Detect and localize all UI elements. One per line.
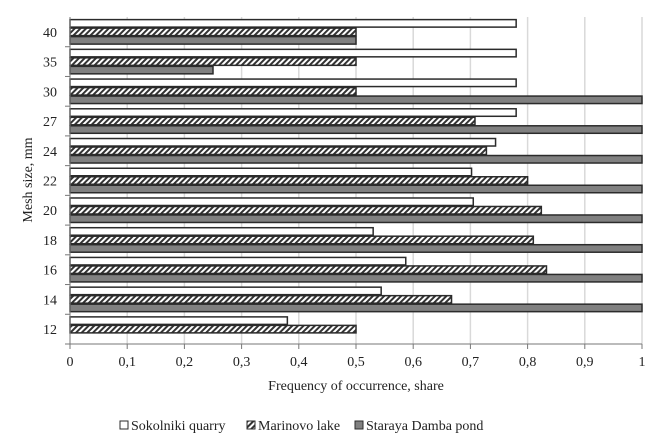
legend-label: Sokolniki quarry: [131, 419, 226, 434]
bar-sokolniki-quarry: [69, 256, 407, 266]
y-tick-label: 35: [43, 56, 57, 71]
bar-sokolniki-quarry: [69, 48, 517, 58]
y-tick-label: 20: [43, 204, 57, 219]
bar-marinovo-lake: [69, 27, 357, 37]
y-tick-label: 40: [43, 26, 57, 41]
legend: Sokolniki quarry Marinovo lake Staraya Dam…: [119, 419, 483, 434]
bar-sokolniki-quarry: [69, 197, 475, 207]
bar-marinovo-lake: [69, 57, 357, 67]
y-tick-label: 14: [43, 293, 57, 308]
bar-marinovo-lake: [69, 116, 476, 126]
x-tick-label: 0,7: [462, 355, 480, 370]
bar-marinovo-lake: [69, 235, 535, 245]
legend-swatch: [354, 420, 364, 430]
bar-staraya-damba-pond: [69, 65, 214, 75]
bar-staraya-damba-pond: [69, 303, 643, 313]
legend-swatch: [119, 420, 129, 430]
bar-sokolniki-quarry: [69, 167, 473, 177]
bar-marinovo-lake: [69, 176, 529, 185]
bar-marinovo-lake: [69, 294, 453, 304]
bar-sokolniki-quarry: [69, 78, 517, 88]
x-tick-label: 0,9: [576, 355, 594, 370]
bar-sokolniki-quarry: [69, 18, 517, 28]
bar-marinovo-lake: [69, 205, 543, 215]
x-tick-label: 0,4: [290, 355, 308, 370]
bar-marinovo-lake: [69, 324, 357, 334]
x-tick-label: 1: [639, 355, 646, 370]
y-tick-label: 12: [43, 323, 57, 338]
bar-marinovo-lake: [69, 265, 548, 275]
y-tick-label: 24: [43, 145, 57, 160]
y-tick-label: 30: [43, 85, 57, 100]
legend-label: Staraya Damba pond: [366, 419, 483, 434]
x-axis-label: Frequency of occurrence, share: [268, 379, 444, 394]
bar-staraya-damba-pond: [69, 154, 643, 164]
axes: 0 0,1 0,2 0,3 0,4 0,5 0,6 0,7 0,8 0,9 1 12 14 16 18 20 2…: [43, 17, 646, 370]
bar-staraya-damba-pond: [69, 273, 643, 283]
x-tick-label: 0,8: [519, 355, 537, 370]
bar-sokolniki-quarry: [69, 226, 374, 236]
legend-label: Marinovo lake: [258, 419, 340, 434]
bars: [69, 18, 643, 334]
x-tick-label: 0: [67, 355, 74, 370]
legend-swatch: [246, 420, 256, 430]
x-tick-label: 0,6: [404, 355, 422, 370]
x-tick-label: 0,2: [176, 355, 194, 370]
bar-marinovo-lake: [69, 86, 357, 96]
y-axis-label: Mesh size, mm: [21, 137, 36, 222]
y-tick-label: 16: [43, 264, 57, 279]
bar-staraya-damba-pond: [69, 35, 357, 45]
bar-sokolniki-quarry: [69, 286, 382, 296]
bar-staraya-damba-pond: [69, 243, 643, 253]
bar-marinovo-lake: [69, 146, 488, 156]
x-tick-label: 0,5: [347, 355, 365, 370]
y-tick-label: 27: [43, 115, 57, 130]
bar-staraya-damba-pond: [69, 125, 643, 135]
x-tick-label: 0,3: [233, 355, 251, 370]
y-tick-label: 22: [43, 175, 57, 190]
bar-staraya-damba-pond: [69, 95, 643, 105]
y-tick-label: 18: [43, 234, 57, 249]
bar-staraya-damba-pond: [69, 184, 643, 194]
bar-sokolniki-quarry: [69, 137, 497, 147]
x-tick-label: 0,1: [118, 355, 136, 370]
bar-sokolniki-quarry: [69, 316, 289, 326]
bar-sokolniki-quarry: [69, 108, 517, 118]
bar-staraya-damba-pond: [69, 214, 643, 224]
